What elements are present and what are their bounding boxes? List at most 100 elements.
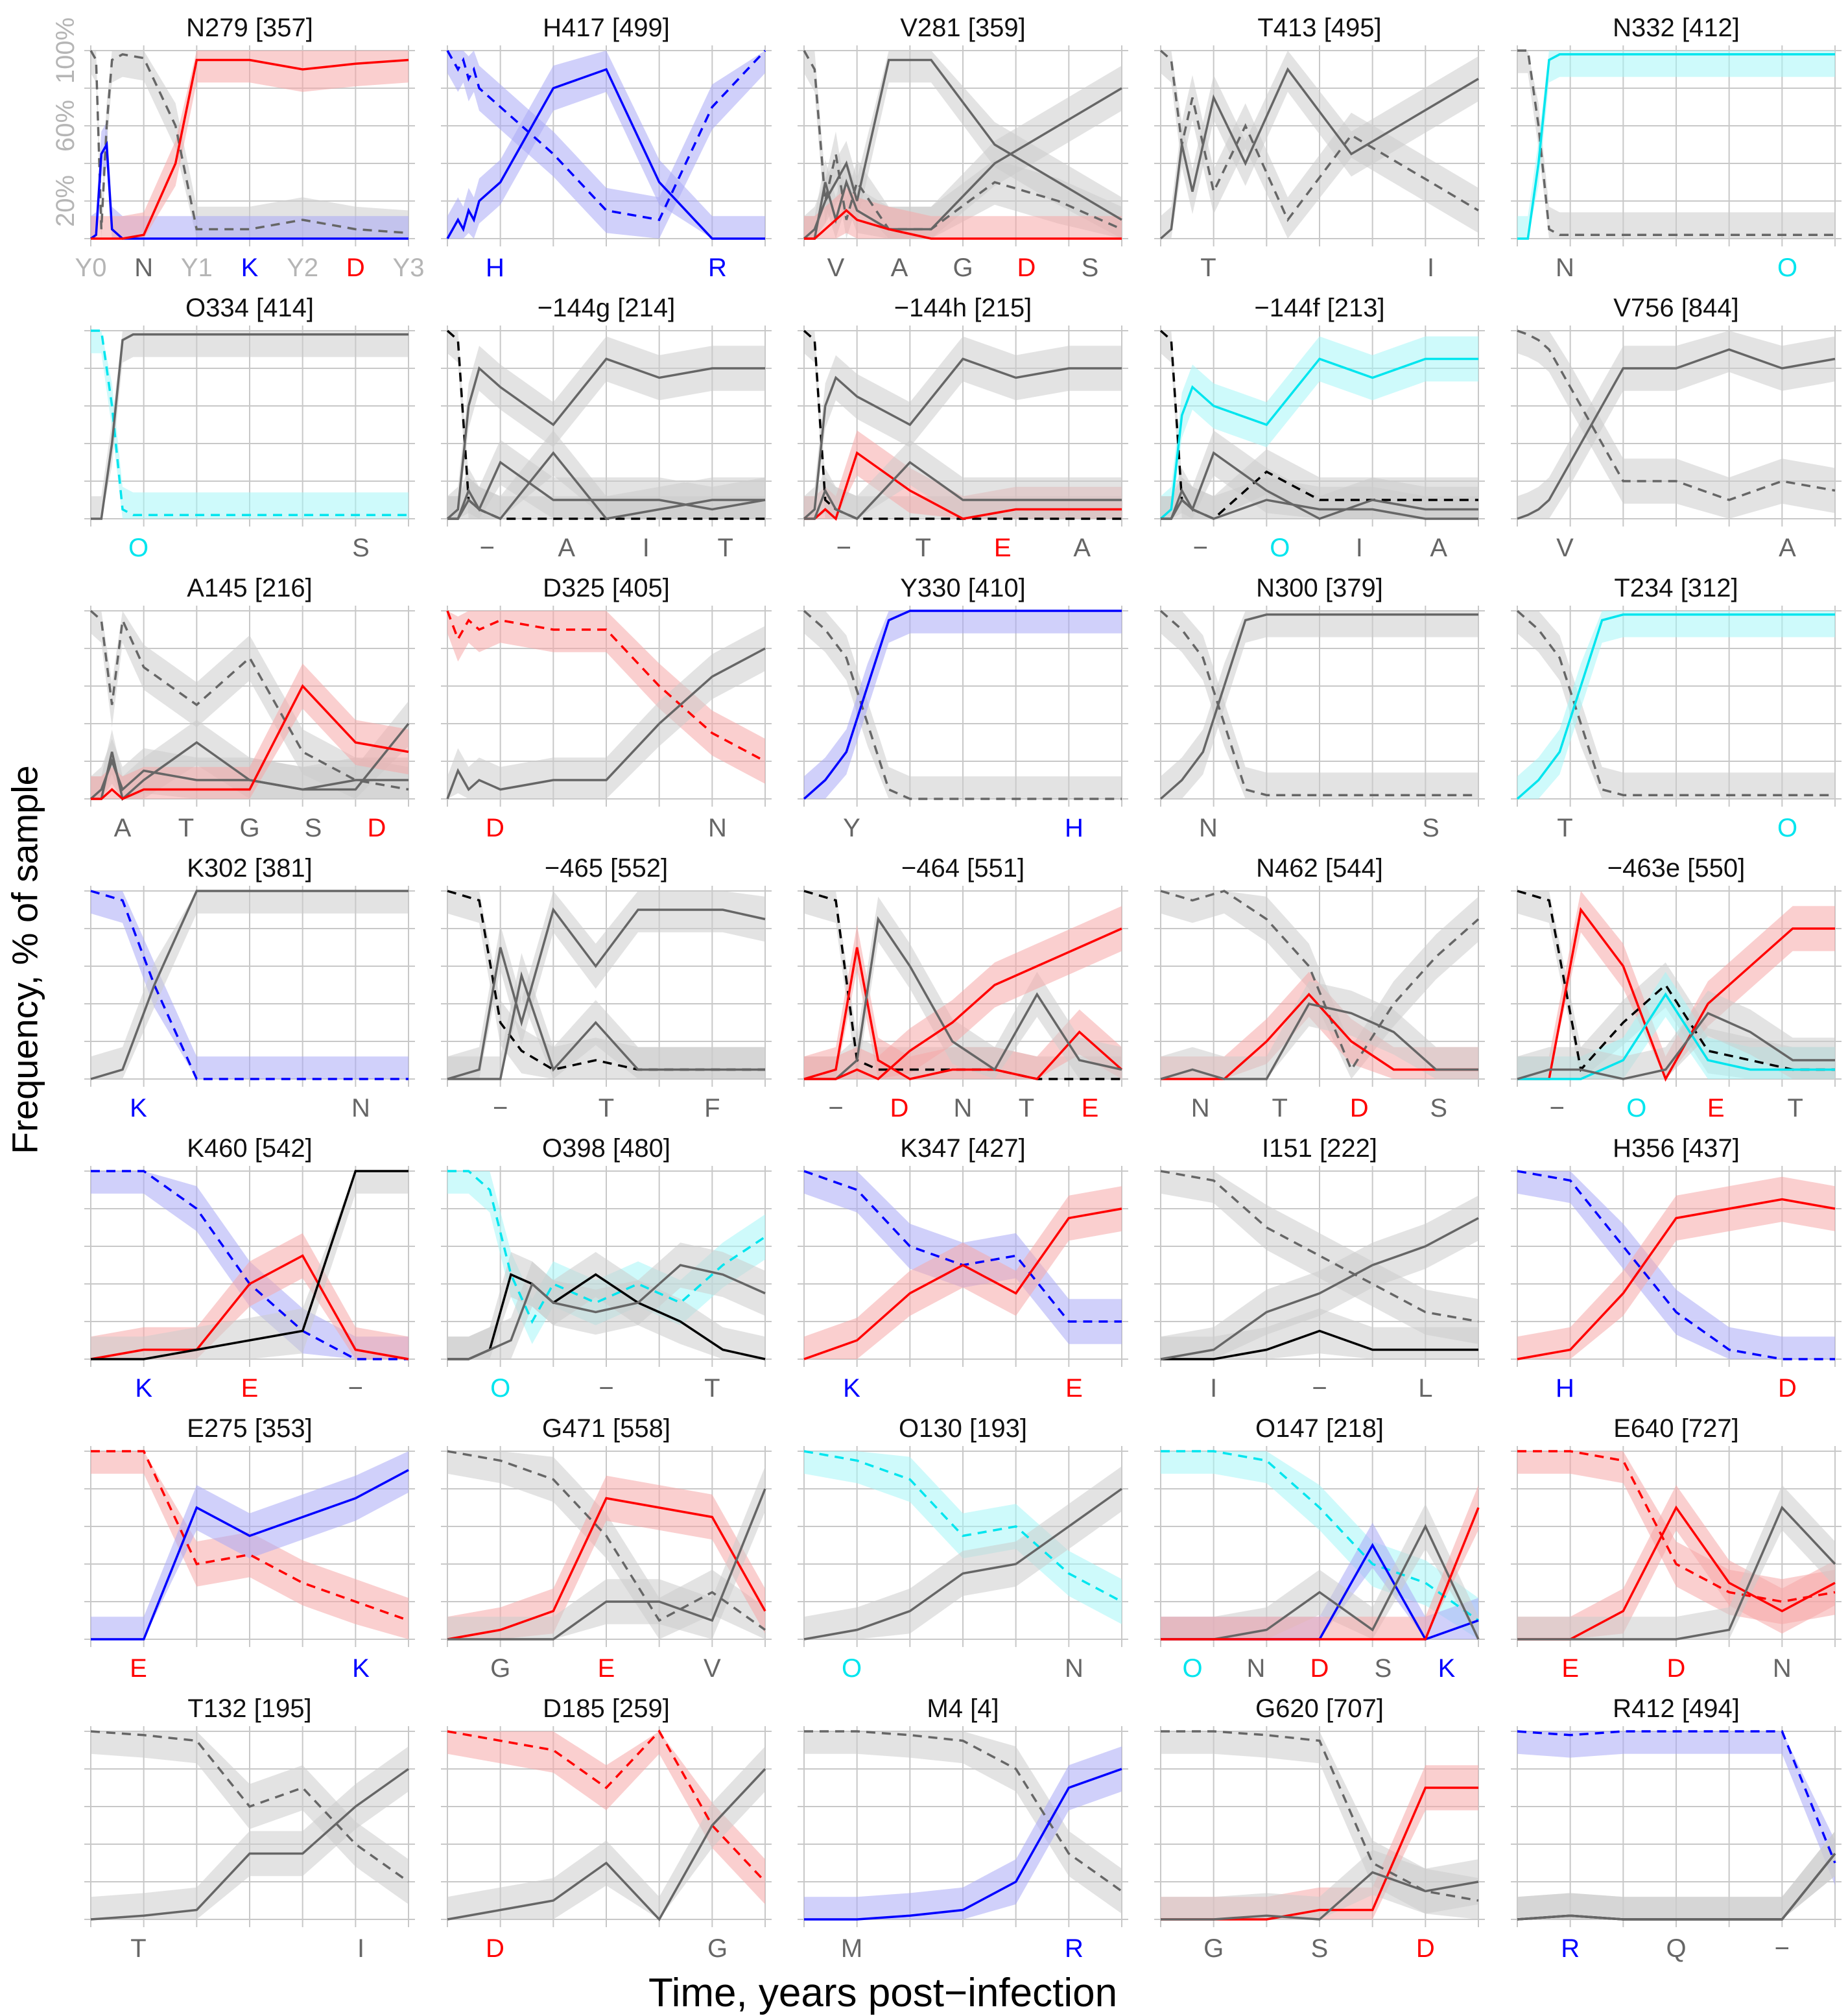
series-line-dashed <box>447 1170 766 1324</box>
series-line-dashed <box>803 1450 1122 1603</box>
panel-title: H356 [437] <box>1613 1134 1740 1163</box>
series-band <box>1161 1849 1478 1919</box>
series-band <box>91 611 409 799</box>
series-band <box>91 1233 409 1359</box>
series-band <box>804 1451 1122 1624</box>
panel-title: H417 [499] <box>543 14 670 42</box>
residue-label: N <box>134 254 153 282</box>
series-band <box>1517 1831 1835 1919</box>
series-line-dashed <box>89 610 409 791</box>
series-line <box>447 451 765 521</box>
residue-label: T <box>1019 1094 1034 1122</box>
series-line <box>89 141 409 240</box>
panel-title: −144f [213] <box>1254 294 1384 322</box>
panel-title: O147 [218] <box>1255 1414 1384 1443</box>
series-line <box>1160 1002 1478 1080</box>
residue-label: E <box>1065 1374 1083 1403</box>
panel: −144g [214] − A I T <box>441 294 772 562</box>
residue-label: N <box>1191 1094 1210 1122</box>
series-line-dashed <box>804 1730 1123 1892</box>
y-tick-label: 60% <box>51 100 80 152</box>
residue-label: − <box>1550 1094 1565 1122</box>
series-line-dashed <box>1517 1170 1835 1360</box>
residue-label: − <box>828 1094 843 1122</box>
series-line-dashed <box>803 890 1122 1080</box>
residue-label: N <box>1556 254 1574 282</box>
series-band <box>447 1731 765 1904</box>
residue-label: A <box>114 814 132 842</box>
panel-title: T413 [495] <box>1257 14 1381 42</box>
panel: G620 [707] G S D <box>1154 1694 1485 1963</box>
residue-label: N <box>708 814 727 842</box>
series-line <box>1517 907 1835 1082</box>
residue-label: V <box>1556 534 1574 562</box>
x-axis-title: Time, years post−infection <box>648 1971 1118 2015</box>
panel-title: K302 [381] <box>187 854 313 883</box>
panel: G471 [558] G E V <box>441 1414 772 1683</box>
series-line <box>804 209 1122 240</box>
series-line-dashed <box>91 1450 409 1622</box>
series-line <box>91 333 409 520</box>
residue-label: D <box>1310 1654 1329 1683</box>
residue-label: I <box>643 534 650 562</box>
series-line <box>1516 613 1835 800</box>
panel: M4 [4] M R <box>798 1694 1128 1963</box>
series-line <box>1160 1216 1479 1360</box>
x-tick-label: Y0 <box>75 254 107 282</box>
series-line <box>447 1264 766 1360</box>
series-band <box>91 51 409 239</box>
series-line <box>1161 1871 1479 1921</box>
panel: A145 [216] A T G S D <box>84 574 415 842</box>
residue-label: T <box>916 534 931 562</box>
x-tick-label: Y2 <box>287 254 318 282</box>
panel: H356 [437] H D <box>1511 1134 1842 1403</box>
panel: N300 [379] N S <box>1154 574 1485 842</box>
residue-label: N <box>1065 1654 1084 1683</box>
residue-label: A <box>891 254 908 282</box>
residue-label: S <box>1311 1934 1329 1963</box>
residue-label: D <box>368 814 386 842</box>
panel: O334 [414] O S <box>84 294 415 562</box>
panel: −465 [552] − T F <box>441 854 772 1122</box>
residue-label: H <box>486 254 504 282</box>
residue-label: − <box>1312 1374 1327 1403</box>
residue-label: S <box>305 814 322 842</box>
series-band <box>804 896 1122 1079</box>
panel-title: T234 [312] <box>1614 574 1738 602</box>
series-band <box>1517 1171 1835 1359</box>
residue-label: T <box>704 1374 720 1403</box>
residue-label: − <box>493 1094 508 1122</box>
residue-label: K <box>1438 1654 1456 1683</box>
panel: E640 [727] E D N <box>1511 1414 1842 1683</box>
residue-label: G <box>239 814 259 842</box>
series-line <box>90 1254 409 1360</box>
residue-label: I <box>1356 534 1363 562</box>
series-line-dashed <box>1517 329 1836 501</box>
series-band <box>804 611 1122 799</box>
series-band <box>447 1466 765 1639</box>
residue-label: E <box>1082 1094 1099 1122</box>
panel-title: −144g [214] <box>538 294 675 322</box>
series-line <box>447 1497 766 1641</box>
residue-label: V <box>827 254 845 282</box>
series-band <box>447 891 765 1079</box>
series-band <box>447 51 765 239</box>
panel: T413 [495] T I <box>1154 14 1485 282</box>
series-line <box>447 1768 766 1921</box>
residue-label: D <box>1778 1374 1797 1403</box>
residue-label: E <box>1707 1094 1725 1122</box>
residue-label: S <box>1422 814 1439 842</box>
series-line <box>804 927 1122 1081</box>
series-band <box>91 891 409 1079</box>
residue-label: E <box>1561 1654 1579 1683</box>
residue-label: G <box>1203 1934 1224 1963</box>
series-line-dashed <box>1517 890 1835 1073</box>
panel: −464 [551] − D N T E <box>798 854 1128 1122</box>
residue-label: R <box>708 254 727 282</box>
series-line-dashed <box>1517 1730 1836 1864</box>
series-line-dashed <box>1159 49 1479 222</box>
residue-label: S <box>1082 254 1099 282</box>
residue-label: D <box>1017 254 1036 282</box>
panel: D185 [259] D G <box>441 1694 772 1963</box>
residue-label: S <box>1375 1654 1392 1683</box>
